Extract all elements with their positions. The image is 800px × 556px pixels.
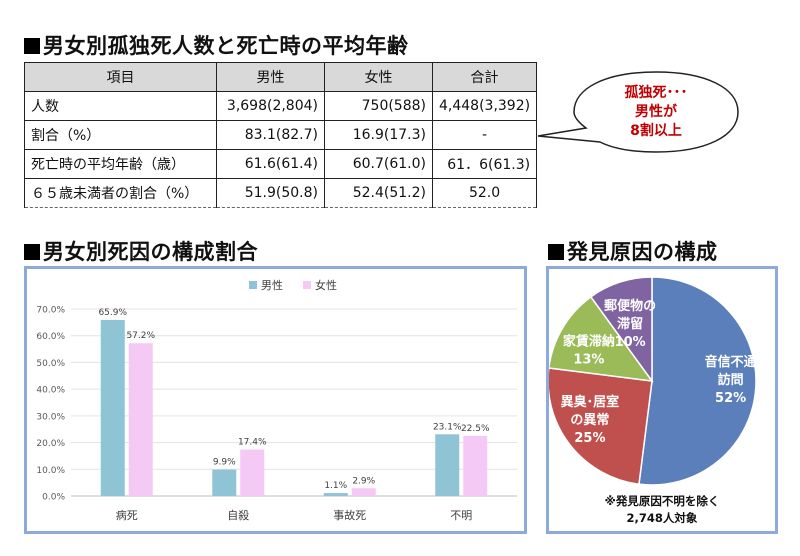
x-tick-label: 事故死: [333, 508, 366, 522]
y-tick-label: 70.0%: [36, 306, 65, 316]
table-cell: 61．6(61.3): [431, 149, 538, 179]
pie-label: 25%: [574, 431, 605, 446]
legend-swatch: [249, 281, 257, 289]
bar: [212, 469, 237, 496]
table-title-text: 男女別孤独死人数と死亡時の平均年齢: [43, 34, 409, 58]
pie-label: 異臭･居室: [561, 394, 620, 410]
bar: [100, 319, 125, 496]
x-tick-label: 不明: [450, 509, 472, 522]
pie-slice: [589, 276, 653, 384]
table-cell: 52.0: [431, 178, 538, 208]
bar: [240, 449, 265, 496]
pie-label: 10%: [615, 335, 646, 350]
x-tick-label: 自殺: [227, 508, 249, 522]
table-header-cell: 合計: [431, 62, 538, 92]
legend-label: 女性: [315, 278, 337, 292]
pie-slice: [547, 367, 653, 486]
bar: [323, 493, 348, 496]
pie-label: の異常: [570, 412, 609, 428]
data-label: 57.2%: [126, 331, 155, 341]
bar-chart-panel: 0.0% 10.0% 20.0% 30.0% 40.0% 50.0% 60.0% 70.0% 6…: [24, 266, 527, 534]
callout-text: 孤独死･･･ 男性が 8割以上: [596, 84, 716, 141]
callout-line: 8割以上: [630, 123, 682, 139]
y-tick-label: 50.0%: [36, 359, 65, 369]
pie-chart-title: 発見原因の構成: [548, 236, 718, 266]
pie-label: 13%: [573, 352, 604, 367]
bar: [435, 434, 460, 496]
table-header-cell: 女性: [324, 62, 433, 92]
pie-label: 訪問: [718, 372, 744, 388]
pie-slice: [547, 295, 654, 382]
legend-label: 男性: [261, 278, 283, 292]
y-tick-label: 0.0%: [42, 493, 65, 503]
table-cell: 人数: [24, 91, 217, 121]
x-tick-label: 病死: [116, 508, 138, 522]
table-cell: 52.4(51.2): [324, 178, 433, 208]
pie-label: 音信不通: [705, 354, 757, 370]
square-bullet-icon: [24, 38, 40, 54]
bar-chart-title: 男女別死因の構成割合: [24, 236, 258, 266]
pie-note: ※発見原因不明を除く: [605, 494, 720, 508]
y-tick-label: 30.0%: [36, 412, 65, 422]
stats-table: 項目 男性 女性 合計 人数 3,698(2,804) 750(588) 4,4…: [24, 62, 538, 208]
table-cell: 16.9(17.3): [324, 120, 433, 150]
table-cell: ６５歳未満者の割合（%）: [24, 178, 217, 208]
pie-label: 家賃滞納: [563, 333, 615, 349]
table-cell: 61.6(61.4): [216, 149, 325, 179]
pie-note: 2,748人対象: [627, 511, 698, 525]
data-label: 23.1%: [433, 422, 462, 432]
data-label: 2.9%: [352, 476, 375, 486]
table-cell: 83.1(82.7): [216, 120, 325, 150]
y-tick-label: 10.0%: [36, 466, 65, 476]
square-bullet-icon: [548, 244, 564, 260]
y-tick-label: 40.0%: [36, 386, 65, 396]
data-label: 1.1%: [324, 481, 347, 491]
data-label: 22.5%: [461, 424, 490, 434]
speech-bubble-icon: [537, 71, 739, 153]
pie-label: 滞留: [617, 316, 643, 332]
pie-chart-panel: 音信不通訪問 52% 異臭･居室の異常 25% 家賃滞納 13% 郵便物の滞留 10% ※発見原…: [546, 266, 778, 534]
table-row: 死亡時の平均年齢（歳） 61.6(61.4) 60.7(61.0) 61．6(6…: [24, 149, 538, 179]
data-label: 17.4%: [238, 438, 267, 448]
bar-chart-title-text: 男女別死因の構成割合: [43, 240, 258, 264]
table-cell: 750(588): [324, 91, 433, 121]
pie-slice: [638, 276, 757, 486]
bar: [351, 488, 376, 496]
callout-line: 男性が: [635, 104, 677, 120]
y-tick-label: 60.0%: [36, 332, 65, 342]
square-bullet-icon: [24, 244, 40, 260]
bar: [128, 343, 153, 496]
table-header-row: 項目 男性 女性 合計: [24, 62, 538, 92]
table-title: 男女別孤独死人数と死亡時の平均年齢: [24, 30, 409, 60]
bar-chart: 0.0% 10.0% 20.0% 30.0% 40.0% 50.0% 60.0% 70.0% 6…: [36, 278, 517, 522]
data-label: 9.9%: [213, 458, 236, 468]
table-cell: 51.9(50.8): [216, 178, 325, 208]
table-header-cell: 項目: [24, 62, 217, 92]
pie-chart-title-text: 発見原因の構成: [567, 240, 718, 264]
pie-label: 52%: [715, 391, 746, 406]
table-row: ６５歳未満者の割合（%） 51.9(50.8) 52.4(51.2) 52.0: [24, 178, 538, 208]
callout-line: 孤独死･･･: [624, 85, 688, 101]
legend-swatch: [303, 281, 311, 289]
table-row: 人数 3,698(2,804) 750(588) 4,448(3,392): [24, 91, 538, 121]
pie-label: 郵便物の: [604, 298, 656, 314]
data-label: 65.9%: [98, 308, 127, 318]
y-tick-label: 20.0%: [36, 439, 65, 449]
bar: [463, 435, 488, 496]
